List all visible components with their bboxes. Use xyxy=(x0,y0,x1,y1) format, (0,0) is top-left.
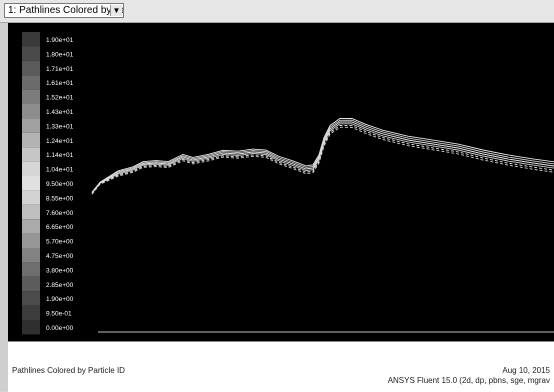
pathline xyxy=(91,117,554,193)
colormap-label: 0.00e+00 xyxy=(46,325,74,332)
chevron-down-icon[interactable]: ▼ xyxy=(110,5,122,16)
colormap-swatch xyxy=(22,219,40,234)
solver-info: ANSYS Fluent 15.0 (2d, dp, pbns, sge, mg… xyxy=(387,376,550,385)
colormap-swatch xyxy=(22,248,40,263)
colormap-label: 1.14e+01 xyxy=(46,152,74,159)
colormap-swatch xyxy=(22,132,40,148)
display-select-value: 1: Pathlines Colored by Parti xyxy=(8,5,124,16)
colormap-label: 4.75e+00 xyxy=(46,253,74,260)
pathline xyxy=(91,119,554,193)
colormap-swatch xyxy=(22,104,40,119)
colormap-label: 1.61e+01 xyxy=(46,80,74,87)
colormap-label: 7.60e+00 xyxy=(46,210,74,217)
colormap-label: 1.33e+01 xyxy=(46,123,74,130)
colormap-swatch xyxy=(22,190,40,205)
colormap-label: 6.65e+00 xyxy=(46,224,74,231)
colormap-legend: 1.90e+01 1.80e+01 1.71e+01 1.61e+01 1.52e+01… xyxy=(22,32,74,335)
colormap-swatch xyxy=(22,89,40,104)
graphics-toolbar: 1: Pathlines Colored by Parti ▼ xyxy=(0,0,554,23)
colormap-swatch xyxy=(22,320,40,335)
colormap-swatch xyxy=(22,233,40,248)
pathline xyxy=(91,121,554,194)
pathline xyxy=(91,123,554,194)
colormap-label: 1.80e+01 xyxy=(46,51,74,58)
display-select[interactable]: 1: Pathlines Colored by Parti ▼ xyxy=(4,3,124,18)
colormap-swatch xyxy=(22,161,40,176)
colormap-label: 1.24e+01 xyxy=(46,138,74,145)
colormap-swatch xyxy=(22,291,40,306)
colormap-swatch xyxy=(22,305,40,320)
colormap-label: 2.85e+00 xyxy=(46,282,74,289)
pathline-scene: 1.90e+01 1.80e+01 1.71e+01 1.61e+01 1.52e+01… xyxy=(22,32,554,335)
colormap-swatch xyxy=(22,60,40,76)
pathline xyxy=(91,125,554,195)
colormap-label: 1.90e+01 xyxy=(46,37,74,44)
colormap-swatch xyxy=(22,276,40,292)
colormap-swatch xyxy=(22,204,40,220)
colormap-swatch xyxy=(22,46,40,61)
colormap-swatch xyxy=(22,176,40,191)
colormap-label: 5.70e+00 xyxy=(46,239,74,246)
colormap-label: 1.52e+01 xyxy=(46,95,74,102)
colormap-label: 8.55e+00 xyxy=(46,195,74,202)
colormap-swatch xyxy=(22,32,40,47)
colormap-label: 9.50e-01 xyxy=(46,311,72,318)
colormap-swatch xyxy=(22,147,40,162)
colormap-swatch xyxy=(22,118,40,133)
colormap-swatch xyxy=(22,75,40,90)
pathline-bundle xyxy=(91,117,554,195)
colormap-swatch xyxy=(22,262,40,277)
colormap-label: 1.90e+00 xyxy=(46,296,74,303)
colormap-label: 1.71e+01 xyxy=(46,66,74,73)
graphics-viewport[interactable]: 1.90e+01 1.80e+01 1.71e+01 1.61e+01 1.52e+01… xyxy=(8,23,554,341)
colormap-label: 9.50e+00 xyxy=(46,181,74,188)
footer-panel: Pathlines Colored by Particle ID Aug 10,… xyxy=(8,341,554,392)
colormap-label: 1.04e+01 xyxy=(46,167,74,174)
plot-title: Pathlines Colored by Particle ID xyxy=(12,366,125,375)
pathline xyxy=(91,126,554,195)
colormap-label: 1.43e+01 xyxy=(46,109,74,116)
plot-date: Aug 10, 2015 xyxy=(502,366,550,375)
colormap-label: 3.80e+00 xyxy=(46,267,74,274)
